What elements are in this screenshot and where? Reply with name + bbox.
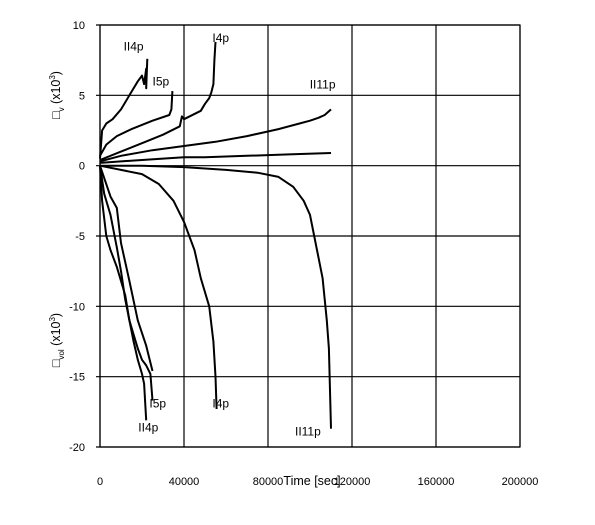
ylabel-top-main: (x10 [49,80,63,108]
series-label: II4p [138,421,158,435]
ylabel-bottom-sup: 3 [48,317,57,322]
y-axis-label-top: □v (x103) [48,71,66,119]
x-tick-label: 160000 [418,476,455,488]
y-tick-label: 10 [73,20,85,32]
x-tick-label: 200000 [502,476,539,488]
ylabel-bottom-close: ) [49,313,63,317]
series-line [99,108,332,163]
x-tick-label: 0 [97,476,103,488]
x-axis-label: Time [sec] [283,474,340,488]
series-label: I5p [153,74,170,88]
y-tick-labels: 10 5 0 -5 -10 -15 -20 [69,20,85,454]
x-tick-label: 80000 [253,476,284,488]
ylabel-bottom-sub: vol [57,349,66,359]
series-label: II11p [310,77,336,91]
y-tick-label: -15 [69,372,85,384]
y-axis-label-bottom: □vol (x103) [48,313,66,367]
series-line [100,164,332,429]
x-tick-labels: 0 40000 80000 120000 160000 200000 [97,476,538,488]
ylabel-top-sub: v [57,107,66,111]
series-line [99,91,174,157]
y-tick-label: -10 [69,301,85,313]
series-line [99,164,218,410]
series-layer [99,41,332,429]
ylabel-top-sup: 3 [48,75,57,80]
series-label: II11p [295,425,321,439]
x-tick-label: 40000 [169,476,200,488]
series-line [99,152,332,164]
ylabel-bottom-main: (x10 [49,321,63,349]
series-line [99,165,154,401]
y-tick-label: 5 [79,90,85,102]
series-line [99,41,217,161]
series-label: I4p [212,397,229,411]
y-tick-label: -5 [75,231,85,243]
y-tick-label: 0 [79,161,85,173]
ylabel-top-prefix: □ [49,111,63,119]
annotations: II4p I4p I5p II11p I5p II4p I4p II11p [124,31,336,439]
x-tick-label: 120000 [334,476,371,488]
ylabel-bottom-prefix: □ [49,359,63,367]
ylabel-top-close: ) [49,71,63,75]
y-tick-label: -20 [69,442,85,454]
series-label: I4p [212,31,229,45]
grid [96,24,521,448]
series-label: II4p [124,39,144,53]
series-line [99,165,154,372]
series-label: I5p [149,397,166,411]
series-line [99,58,149,159]
